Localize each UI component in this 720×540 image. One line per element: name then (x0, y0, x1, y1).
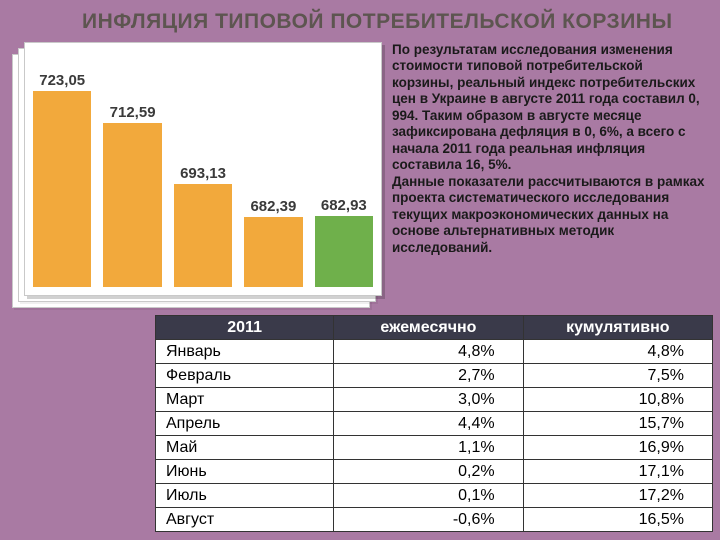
month-cell: Апрель (156, 412, 334, 436)
table-row: Июнь0,2%17,1% (156, 460, 713, 484)
month-cell: Июль (156, 484, 334, 508)
bar-value-label: 712,59 (110, 104, 156, 121)
bar (315, 216, 373, 287)
bar (244, 217, 302, 287)
value-cell: 4,8% (523, 340, 712, 364)
bar-column: 712,59 (103, 104, 161, 287)
bar-value-label: 693,13 (180, 165, 226, 182)
bar-value-label: 682,39 (250, 198, 296, 215)
month-cell: Май (156, 436, 334, 460)
value-cell: 0,1% (334, 484, 523, 508)
value-cell: 15,7% (523, 412, 712, 436)
value-cell: -0,6% (334, 508, 523, 532)
value-cell: 0,2% (334, 460, 523, 484)
bar-column: 682,93 (315, 197, 373, 287)
bar-column: 682,39 (244, 198, 302, 287)
value-cell: 16,9% (523, 436, 712, 460)
table-row: Январь4,8%4,8% (156, 340, 713, 364)
table-row: Март3,0%10,8% (156, 388, 713, 412)
bar-value-label: 723,05 (39, 72, 85, 89)
bar (174, 184, 232, 287)
table-header-cell: 2011 (156, 316, 334, 340)
value-cell: 16,5% (523, 508, 712, 532)
inflation-table: 2011ежемесячнокумулятивноЯнварь4,8%4,8%Ф… (155, 315, 713, 532)
month-cell: Июнь (156, 460, 334, 484)
table-header-cell: кумулятивно (523, 316, 712, 340)
value-cell: 1,1% (334, 436, 523, 460)
month-cell: Март (156, 388, 334, 412)
value-cell: 3,0% (334, 388, 523, 412)
table-row: Август-0,6%16,5% (156, 508, 713, 532)
value-cell: 2,7% (334, 364, 523, 388)
bar (103, 123, 161, 287)
bar-column: 693,13 (174, 165, 232, 287)
table-header-cell: ежемесячно (334, 316, 523, 340)
month-cell: Январь (156, 340, 334, 364)
value-cell: 17,1% (523, 460, 712, 484)
month-cell: Август (156, 508, 334, 532)
value-cell: 4,8% (334, 340, 523, 364)
bar (33, 91, 91, 287)
table-row: Июль0,1%17,2% (156, 484, 713, 508)
month-cell: Февраль (156, 364, 334, 388)
slide-title: ИНФЛЯЦИЯ ТИПОВОЙ ПОТРЕБИТЕЛЬСКОЙ КОРЗИНЫ (82, 10, 708, 34)
chart-stack: 723,05 712,59 693,13 682,39 682,93 (12, 42, 382, 312)
value-cell: 10,8% (523, 388, 712, 412)
table-row: Февраль2,7%7,5% (156, 364, 713, 388)
bar-group: 723,05 712,59 693,13 682,39 682,93 (33, 71, 373, 287)
table-row: Май1,1%16,9% (156, 436, 713, 460)
bar-chart: 723,05 712,59 693,13 682,39 682,93 (24, 42, 382, 296)
bar-value-label: 682,93 (321, 197, 367, 214)
description-text: По результатам исследования изменения ст… (392, 42, 708, 312)
value-cell: 7,5% (523, 364, 712, 388)
value-cell: 17,2% (523, 484, 712, 508)
table-row: Апрель4,4%15,7% (156, 412, 713, 436)
content-row: 723,05 712,59 693,13 682,39 682,93 По резуль… (12, 42, 708, 312)
bar-column: 723,05 (33, 72, 91, 287)
value-cell: 4,4% (334, 412, 523, 436)
slide-frame: ИНФЛЯЦИЯ ТИПОВОЙ ПОТРЕБИТЕЛЬСКОЙ КОРЗИНЫ… (0, 0, 720, 540)
